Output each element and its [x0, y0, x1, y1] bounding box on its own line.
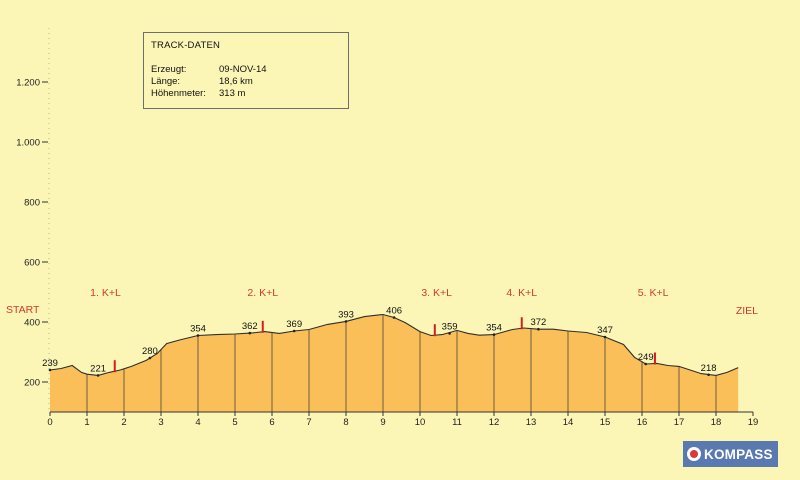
info-row-length: Länge: 18,6 km	[151, 76, 253, 87]
info-value-length: 18,6 km	[219, 76, 253, 87]
point-label: 354	[190, 324, 206, 335]
track-data-box: TRACK-DATEN Erzeugt: 09-NOV-14 Länge: 18,6…	[143, 32, 349, 109]
x-tick-label: 12	[489, 417, 500, 428]
point-label: 372	[530, 317, 546, 328]
x-tick-label: 3	[158, 417, 163, 428]
point-label: 359	[442, 321, 458, 332]
y-tick-label: 600	[24, 258, 40, 269]
elevation-line	[49, 313, 739, 376]
point-dot	[48, 368, 52, 372]
info-row-created: Erzeugt: 09-NOV-14	[151, 64, 267, 75]
point-dot	[644, 362, 647, 366]
point-dot	[248, 331, 252, 335]
x-tick-label: 18	[711, 417, 722, 428]
point-dot	[292, 329, 296, 333]
track-data-title: TRACK-DATEN	[151, 40, 221, 51]
info-label-created: Erzeugt:	[151, 64, 187, 75]
y-tick-label: 400	[24, 318, 40, 329]
point-dot	[196, 334, 200, 337]
point-label: 347	[597, 325, 613, 336]
x-tick-label: 13	[526, 417, 537, 428]
x-tick-label: 4	[195, 417, 200, 428]
x-tick-label: 2	[121, 417, 126, 428]
point-label: 249	[638, 352, 654, 363]
point-dot	[344, 320, 348, 323]
y-tick-label: 1.000	[16, 138, 40, 149]
checkpoint-annotation: 4. K+L	[506, 287, 537, 299]
y-tick-label: 200	[24, 378, 40, 389]
start-label: START	[6, 304, 40, 316]
x-tick-label: 11	[452, 417, 462, 428]
point-dot	[537, 327, 540, 331]
point-dot	[96, 374, 100, 377]
x-tick-label: 17	[674, 417, 685, 428]
point-label: 369	[286, 319, 302, 330]
checkpoint-annotation: 3. K+L	[421, 287, 452, 299]
point-label: 221	[90, 363, 106, 374]
x-tick-label: 1	[84, 417, 89, 428]
point-dot	[392, 316, 396, 319]
end-label: ZIEL	[736, 305, 758, 317]
checkpoint-annotation: 1. K+L	[90, 287, 121, 299]
info-label-length: Länge:	[151, 76, 181, 87]
info-row-elevation-gain: Höhenmeter: 313 m	[151, 88, 245, 99]
info-value-created: 09-NOV-14	[219, 64, 267, 75]
point-dot	[492, 333, 496, 336]
point-dot	[707, 373, 710, 377]
x-tick-label: 15	[600, 417, 611, 428]
x-tick-label: 19	[748, 417, 759, 428]
x-tick-label: 10	[415, 417, 426, 428]
elevation-area	[50, 314, 739, 412]
point-label: 354	[486, 323, 502, 334]
point-label: 280	[142, 346, 158, 357]
y-tick-label: 800	[24, 198, 40, 209]
x-tick-label: 14	[563, 417, 574, 428]
point-dot	[148, 356, 152, 360]
x-tick-label: 7	[306, 417, 311, 428]
checkpoint-annotation: 2. K+L	[247, 287, 278, 299]
point-label: 239	[42, 358, 58, 369]
x-tick-label: 9	[380, 417, 385, 428]
point-dot	[603, 335, 607, 339]
x-tick-label: 8	[343, 417, 348, 428]
x-tick-label: 6	[269, 417, 274, 428]
point-dot	[448, 332, 451, 335]
point-label: 406	[386, 306, 402, 317]
point-label: 393	[338, 309, 354, 320]
x-tick-label: 0	[47, 417, 52, 428]
point-label: 218	[701, 363, 717, 374]
info-label-elevation-gain: Höhenmeter:	[151, 88, 206, 99]
kompass-logo-icon	[687, 447, 701, 461]
y-tick-label: 1.200	[16, 78, 40, 89]
info-value-elevation-gain: 313 m	[219, 88, 246, 99]
kompass-logo-text: KOMPASS	[704, 446, 773, 462]
x-tick-label: 5	[232, 417, 237, 428]
x-tick-label: 16	[637, 417, 648, 428]
checkpoint-annotation: 5. K+L	[638, 287, 669, 299]
kompass-logo: KOMPASS	[683, 441, 778, 467]
point-label: 362	[242, 321, 258, 332]
